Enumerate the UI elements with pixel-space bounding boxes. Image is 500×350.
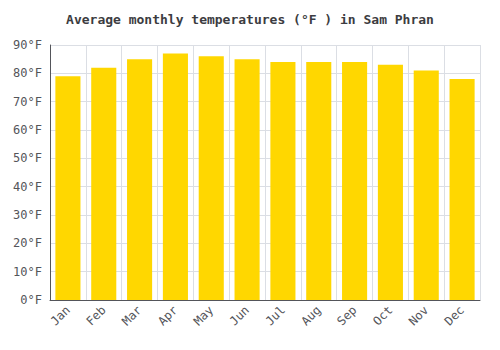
svg-text:20°F: 20°F — [13, 236, 42, 250]
svg-text:60°F: 60°F — [13, 123, 42, 137]
svg-text:Dec: Dec — [442, 303, 467, 328]
svg-text:Sep: Sep — [334, 303, 359, 328]
svg-text:Nov: Nov — [406, 303, 431, 328]
svg-text:80°F: 80°F — [13, 66, 42, 80]
svg-text:Average monthly temperatures (: Average monthly temperatures (°F ) in Sa… — [66, 12, 434, 27]
svg-text:Aug: Aug — [298, 303, 323, 328]
svg-text:May: May — [191, 303, 216, 328]
svg-text:70°F: 70°F — [13, 95, 42, 109]
svg-text:10°F: 10°F — [13, 265, 42, 279]
svg-text:Mar: Mar — [119, 303, 144, 328]
svg-text:0°F: 0°F — [20, 293, 42, 307]
svg-text:50°F: 50°F — [13, 151, 42, 165]
svg-text:Jul: Jul — [263, 303, 288, 328]
svg-text:Jun: Jun — [227, 303, 252, 328]
svg-text:Apr: Apr — [155, 303, 180, 328]
svg-text:Feb: Feb — [83, 303, 108, 328]
svg-text:90°F: 90°F — [13, 38, 42, 52]
svg-text:30°F: 30°F — [13, 208, 42, 222]
svg-text:40°F: 40°F — [13, 180, 42, 194]
svg-text:Oct: Oct — [370, 303, 395, 328]
svg-text:Jan: Jan — [48, 303, 73, 328]
